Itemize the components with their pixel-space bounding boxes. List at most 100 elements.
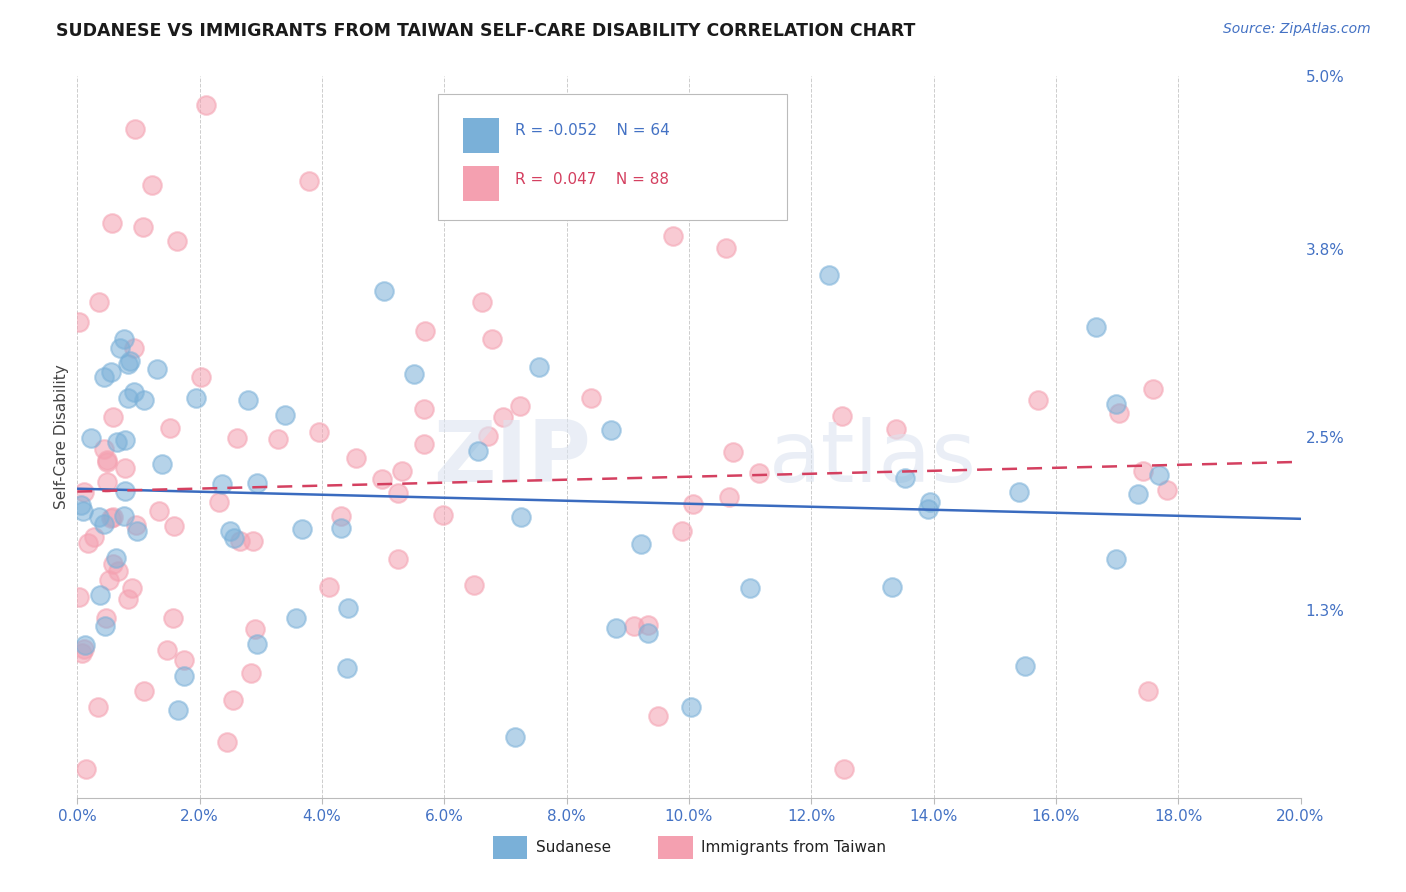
Point (273, 409, 295, 423)
Point (267, 433, 290, 447)
Point (103, 558, 125, 572)
FancyBboxPatch shape (658, 836, 693, 859)
Point (167, 703, 190, 717)
Point (402, 368, 425, 382)
FancyBboxPatch shape (463, 119, 499, 153)
Point (121, 581, 143, 595)
Point (159, 421, 181, 435)
Point (226, 431, 249, 445)
Point (492, 409, 515, 424)
Point (1105, 396, 1128, 410)
Point (104, 551, 127, 566)
Point (98, 573, 121, 587)
Point (148, 504, 170, 518)
Point (682, 497, 704, 511)
Point (156, 643, 179, 657)
Point (83, 530, 105, 544)
Point (162, 611, 184, 625)
Point (637, 618, 659, 632)
Point (671, 524, 693, 538)
Point (832, 763, 855, 777)
Point (217, 735, 239, 749)
Point (1026, 393, 1049, 408)
Point (94, 619, 117, 633)
Point (132, 684, 155, 698)
Point (330, 521, 353, 535)
Point (107, 564, 129, 578)
Text: SUDANESE VS IMMIGRANTS FROM TAIWAN SELF-CARE DISABILITY CORRELATION CHART: SUDANESE VS IMMIGRANTS FROM TAIWAN SELF-… (56, 22, 915, 40)
Point (70, 499, 93, 513)
Point (432, 508, 454, 522)
Point (184, 391, 207, 405)
Point (893, 470, 915, 484)
Point (623, 619, 645, 633)
Point (67, 590, 90, 604)
Text: Source: ZipAtlas.com: Source: ZipAtlas.com (1223, 22, 1371, 37)
Point (105, 435, 128, 450)
Point (391, 464, 413, 478)
Point (141, 178, 163, 192)
Point (371, 472, 394, 486)
Point (146, 362, 169, 376)
Point (112, 508, 135, 523)
Point (221, 692, 243, 706)
Point (284, 611, 307, 625)
Point (112, 332, 135, 346)
Text: Immigrants from Taiwan: Immigrants from Taiwan (702, 840, 886, 855)
Point (117, 591, 139, 606)
Point (195, 97, 218, 112)
Point (93, 516, 115, 531)
Point (122, 341, 145, 355)
Point (579, 392, 602, 406)
Point (96, 611, 118, 625)
Point (718, 490, 741, 504)
Point (413, 401, 436, 416)
Point (163, 519, 186, 533)
Point (917, 502, 939, 516)
Point (714, 241, 737, 255)
Point (101, 216, 124, 230)
Point (150, 457, 173, 471)
Point (681, 700, 703, 714)
FancyBboxPatch shape (494, 836, 527, 859)
Point (87, 509, 110, 524)
Point (298, 174, 321, 188)
Point (647, 709, 669, 723)
Point (600, 424, 623, 438)
Point (1014, 659, 1036, 673)
Point (413, 436, 436, 450)
Point (1126, 487, 1149, 501)
Point (218, 524, 240, 538)
Point (1147, 468, 1170, 483)
Point (76, 536, 98, 550)
Point (72, 484, 94, 499)
Point (72, 504, 94, 518)
Point (208, 495, 231, 509)
Text: R =  0.047    N = 88: R = 0.047 N = 88 (515, 172, 669, 187)
Point (329, 509, 352, 524)
Point (738, 581, 761, 595)
Point (467, 443, 489, 458)
Point (93, 442, 115, 457)
Point (114, 433, 136, 447)
Point (103, 509, 125, 524)
Point (73, 642, 96, 657)
Point (166, 234, 188, 248)
Point (211, 476, 233, 491)
FancyBboxPatch shape (463, 166, 499, 201)
Text: R = -0.052    N = 64: R = -0.052 N = 64 (515, 123, 671, 137)
Point (117, 357, 139, 371)
Point (72, 646, 94, 660)
Point (173, 653, 195, 667)
Point (721, 445, 744, 459)
Point (132, 220, 155, 235)
Point (413, 324, 436, 338)
Point (114, 461, 136, 475)
Point (118, 354, 141, 368)
Point (87, 294, 110, 309)
Text: atlas: atlas (769, 417, 976, 500)
Point (605, 621, 627, 635)
Point (509, 399, 531, 413)
Point (318, 580, 340, 594)
Point (1084, 319, 1107, 334)
